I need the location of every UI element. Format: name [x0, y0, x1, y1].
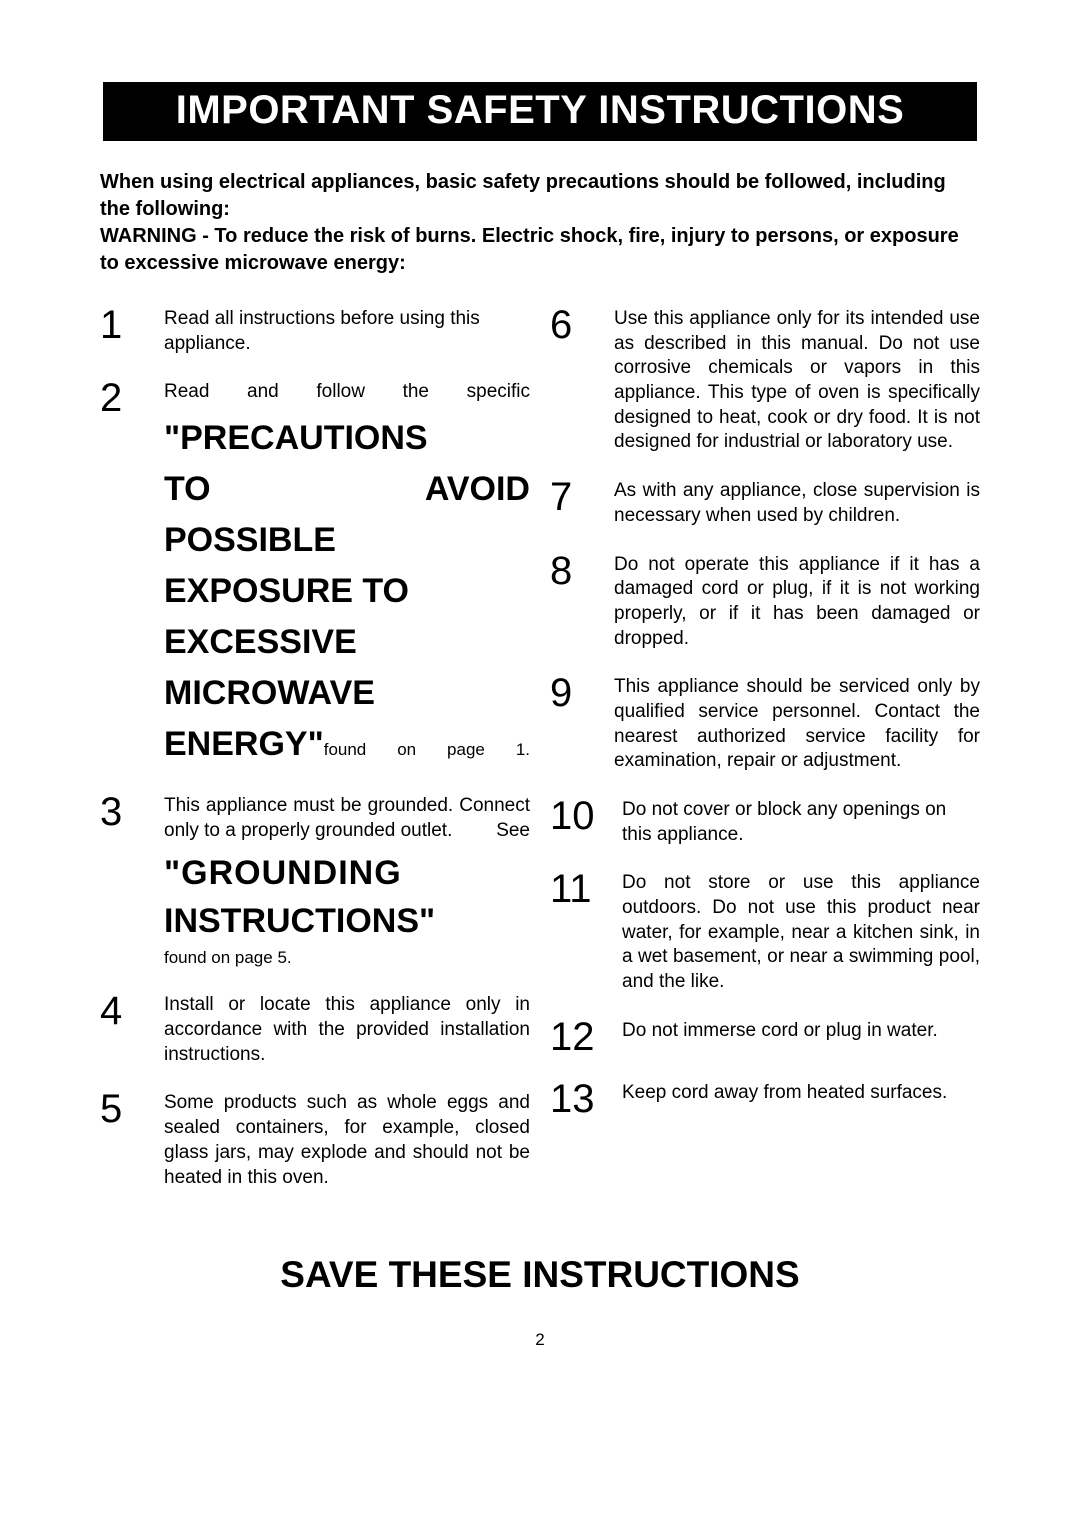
emph-line-last: ENERGY"found on page 1.: [164, 725, 530, 763]
intro-line-1: When using electrical appliances, basic …: [100, 169, 980, 223]
item-text: As with any appliance, close supervision…: [614, 477, 980, 528]
item-number: 9: [550, 673, 596, 713]
item-lead-row: This appliance must be grounded. Connect…: [164, 794, 530, 843]
intro-block: When using electrical appliances, basic …: [100, 169, 980, 277]
item-12: 12 Do not immerse cord or plug in water.: [550, 1017, 980, 1057]
emph-line: POSSIBLE: [164, 515, 530, 566]
grounding-emphasis: "GROUNDING INSTRUCTIONS": [164, 850, 530, 945]
item-number: 11: [550, 869, 604, 909]
title-text: IMPORTANT SAFETY INSTRUCTIONS: [176, 88, 905, 132]
item-number: 6: [550, 305, 596, 345]
item-2: 2 Read and follow the specific "PRECAUTI…: [100, 378, 530, 770]
item-10: 10 Do not cover or block any openings on…: [550, 796, 980, 847]
item-number: 2: [100, 378, 146, 418]
item-9: 9 This appliance should be serviced only…: [550, 673, 980, 774]
item-text: Keep cord away from heated surfaces.: [622, 1079, 980, 1106]
item-number: 13: [550, 1079, 604, 1119]
item-lead-a: This appliance must be grounded. Connect…: [164, 794, 530, 843]
found-on-page-1: found on page 1.: [324, 740, 530, 759]
emph-line: INSTRUCTIONS": [164, 898, 530, 946]
item-number: 7: [550, 477, 596, 517]
item-6: 6 Use this appliance only for its intend…: [550, 305, 980, 455]
title-bar: IMPORTANT SAFETY INSTRUCTIONS: [103, 82, 977, 141]
item-5: 5 Some products such as whole eggs and s…: [100, 1089, 530, 1190]
item-text: Some products such as whole eggs and sea…: [164, 1089, 530, 1190]
item-number: 1: [100, 305, 146, 345]
item-7: 7 As with any appliance, close supervisi…: [550, 477, 980, 528]
item-text: Do not operate this appliance if it has …: [614, 551, 980, 652]
item-8: 8 Do not operate this appliance if it ha…: [550, 551, 980, 652]
item-text: Do not store or use this appliance outdo…: [622, 869, 980, 994]
emph-line: EXPOSURE TO: [164, 566, 530, 617]
item-number: 5: [100, 1089, 146, 1129]
item-text: Read and follow the specific "PRECAUTION…: [164, 378, 530, 770]
item-text: This appliance must be grounded. Connect…: [164, 792, 530, 969]
item-3: 3 This appliance must be grounded. Conne…: [100, 792, 530, 969]
emph-energy: ENERGY": [164, 725, 324, 763]
item-text: Use this appliance only for its intended…: [614, 305, 980, 455]
left-column: 1 Read all instructions before using thi…: [100, 305, 530, 1212]
emph-line: MICROWAVE: [164, 668, 530, 719]
item-number: 10: [550, 796, 604, 836]
right-column: 6 Use this appliance only for its intend…: [550, 305, 980, 1212]
item-text: Install or locate this appliance only in…: [164, 991, 530, 1067]
item-11: 11 Do not store or use this appliance ou…: [550, 869, 980, 994]
emph-line: "GROUNDING: [164, 850, 530, 898]
precautions-emphasis: "PRECAUTIONS TO AVOID POSSIBLE EXPOSURE …: [164, 413, 530, 770]
item-text: Read all instructions before using this …: [164, 305, 530, 356]
emph-line: TO AVOID: [164, 464, 530, 515]
item-number: 12: [550, 1017, 604, 1057]
item-4: 4 Install or locate this appliance only …: [100, 991, 530, 1067]
found-on-page-5: found on page 5.: [164, 947, 530, 969]
item-13: 13 Keep cord away from heated surfaces.: [550, 1079, 980, 1119]
item-text: Do not immerse cord or plug in water.: [622, 1017, 980, 1044]
emph-line: "PRECAUTIONS: [164, 413, 530, 464]
item-number: 4: [100, 991, 146, 1031]
item-lead: Read and follow the specific: [164, 380, 530, 405]
columns: 1 Read all instructions before using thi…: [100, 305, 980, 1212]
item-1: 1 Read all instructions before using thi…: [100, 305, 530, 356]
item-number: 8: [550, 551, 596, 591]
intro-line-2: WARNING - To reduce the risk of burns. E…: [100, 223, 980, 277]
page-number: 2: [100, 1330, 980, 1350]
page: IMPORTANT SAFETY INSTRUCTIONS When using…: [0, 0, 1080, 1390]
emph-line: EXCESSIVE: [164, 617, 530, 668]
save-instructions: SAVE THESE INSTRUCTIONS: [100, 1254, 980, 1296]
item-text: Do not cover or block any openings on th…: [622, 796, 980, 847]
item-number: 3: [100, 792, 146, 832]
item-text: This appliance should be serviced only b…: [614, 673, 980, 774]
